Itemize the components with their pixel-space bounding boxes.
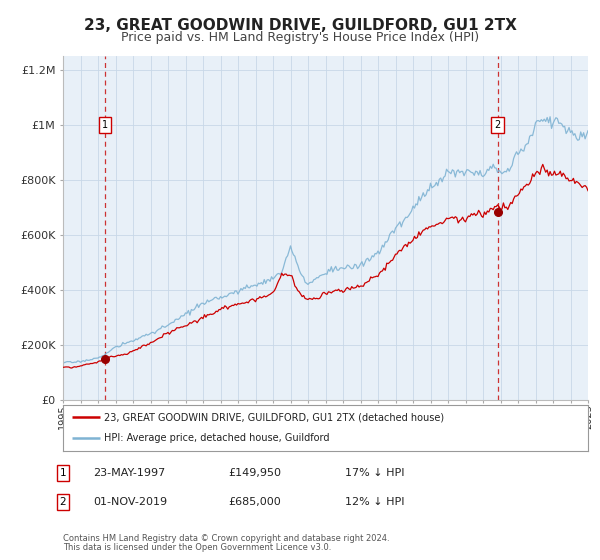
Text: 23, GREAT GOODWIN DRIVE, GUILDFORD, GU1 2TX: 23, GREAT GOODWIN DRIVE, GUILDFORD, GU1 … xyxy=(83,18,517,33)
Text: £685,000: £685,000 xyxy=(228,497,281,507)
Text: 1: 1 xyxy=(59,468,67,478)
Text: 2: 2 xyxy=(59,497,67,507)
Text: 1: 1 xyxy=(102,120,108,130)
Text: 23, GREAT GOODWIN DRIVE, GUILDFORD, GU1 2TX (detached house): 23, GREAT GOODWIN DRIVE, GUILDFORD, GU1 … xyxy=(104,412,444,422)
Text: 17% ↓ HPI: 17% ↓ HPI xyxy=(345,468,404,478)
Text: 12% ↓ HPI: 12% ↓ HPI xyxy=(345,497,404,507)
Text: 23-MAY-1997: 23-MAY-1997 xyxy=(93,468,165,478)
Text: £149,950: £149,950 xyxy=(228,468,281,478)
Text: This data is licensed under the Open Government Licence v3.0.: This data is licensed under the Open Gov… xyxy=(63,543,331,552)
Text: Contains HM Land Registry data © Crown copyright and database right 2024.: Contains HM Land Registry data © Crown c… xyxy=(63,534,389,543)
Text: Price paid vs. HM Land Registry's House Price Index (HPI): Price paid vs. HM Land Registry's House … xyxy=(121,31,479,44)
Text: 01-NOV-2019: 01-NOV-2019 xyxy=(93,497,167,507)
Text: 2: 2 xyxy=(494,120,500,130)
Text: HPI: Average price, detached house, Guildford: HPI: Average price, detached house, Guil… xyxy=(104,433,329,444)
